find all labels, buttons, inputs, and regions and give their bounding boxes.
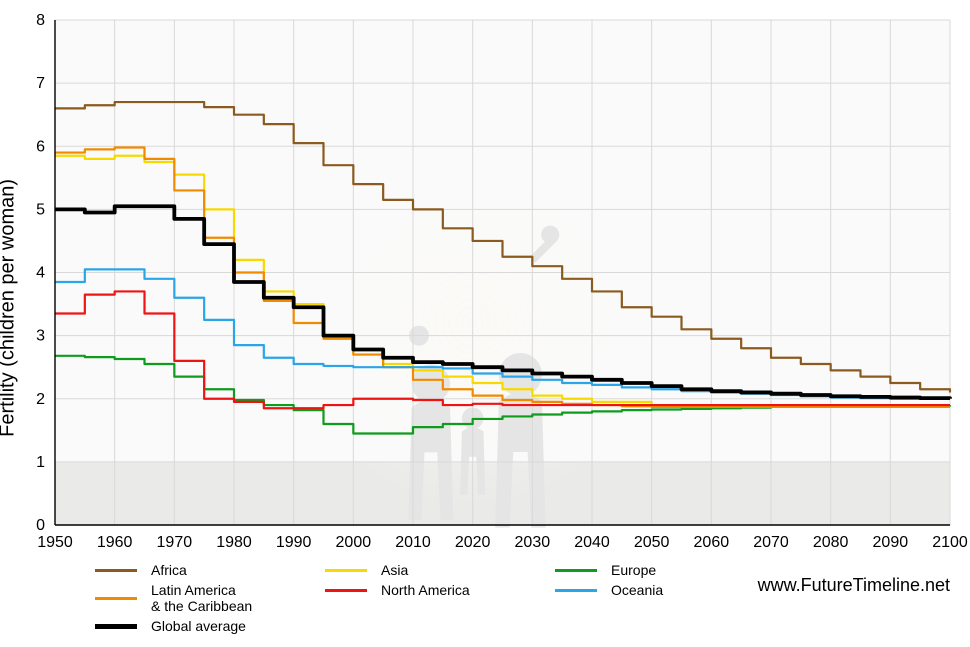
legend-swatch <box>95 597 137 600</box>
legend-label: Asia <box>381 562 408 578</box>
legend-swatch <box>555 589 597 592</box>
x-tick: 2100 <box>932 534 968 551</box>
x-tick: 1970 <box>157 534 193 551</box>
legend-item: Latin America& the Caribbean <box>95 582 315 614</box>
x-tick: 1950 <box>37 534 73 551</box>
legend-label: Latin America& the Caribbean <box>151 582 252 614</box>
legend-item: North America <box>325 582 545 598</box>
legend-swatch <box>95 624 137 629</box>
chart-canvas: 0 1 2 3 4 5 6 7 8 1950 1960 1970 1980 1990 2000 2010 202… <box>0 0 970 560</box>
legend-label: Europe <box>611 562 656 578</box>
legend-swatch <box>555 569 597 572</box>
y-tick: 3 <box>36 328 45 345</box>
legend-item: Europe <box>555 562 775 578</box>
legend-item: Oceania <box>555 582 775 598</box>
legend-swatch <box>325 589 367 592</box>
legend-label: Oceania <box>611 582 663 598</box>
y-tick: 4 <box>36 265 45 282</box>
fertility-chart: Fertility (children per woman) 0 1 2 3 4 5 6 7 8… <box>0 0 970 647</box>
legend-item: Global average <box>95 618 315 634</box>
x-tick: 2040 <box>574 534 610 551</box>
y-axis-label: Fertility (children per woman) <box>0 178 20 436</box>
y-tick: 6 <box>36 138 45 155</box>
x-tick: 2000 <box>336 534 372 551</box>
x-tick: 1960 <box>97 534 133 551</box>
legend-item: Asia <box>325 562 545 578</box>
legend-label: Global average <box>151 618 246 634</box>
y-tick: 1 <box>36 454 45 471</box>
legend-label: North America <box>381 582 470 598</box>
x-tick: 1980 <box>216 534 252 551</box>
legend-item: Africa <box>95 562 315 578</box>
legend: Africa Asia Europe Latin America& the Cari… <box>95 562 935 638</box>
y-tick: 2 <box>36 391 45 408</box>
x-tick: 2070 <box>753 534 789 551</box>
legend-label: Africa <box>151 562 187 578</box>
x-tick: 2090 <box>873 534 909 551</box>
legend-swatch <box>95 569 137 572</box>
x-tick: 2080 <box>813 534 849 551</box>
legend-swatch <box>325 569 367 572</box>
x-tick: 1990 <box>276 534 312 551</box>
attribution-text: www.FutureTimeline.net <box>758 575 950 596</box>
y-tick: 8 <box>36 12 45 29</box>
x-tick: 2050 <box>634 534 670 551</box>
y-tick: 5 <box>36 201 45 218</box>
x-tick: 2030 <box>515 534 551 551</box>
y-tick: 7 <box>36 75 45 92</box>
x-tick: 2020 <box>455 534 491 551</box>
x-tick: 2010 <box>395 534 431 551</box>
x-tick: 2060 <box>694 534 730 551</box>
y-tick: 0 <box>36 517 45 534</box>
